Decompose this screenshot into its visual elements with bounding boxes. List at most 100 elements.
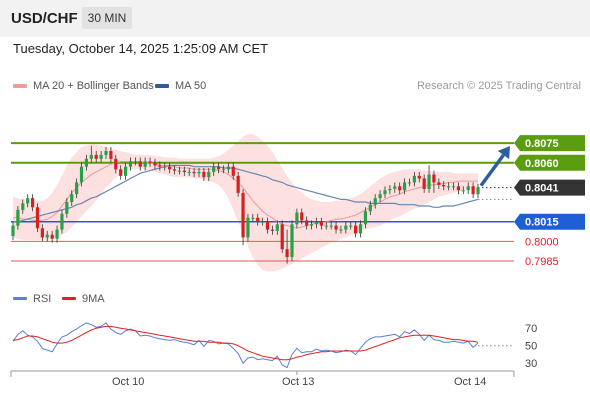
candle-body	[172, 169, 177, 171]
candle-body	[70, 194, 74, 203]
candle-body	[133, 161, 137, 163]
candle-body	[261, 221, 265, 223]
candle-body	[109, 150, 113, 159]
candle-body	[358, 224, 363, 234]
candle-body	[119, 169, 123, 176]
candle-body	[368, 204, 372, 212]
candle-body	[207, 171, 211, 178]
legend-label-rsi: RSI	[33, 293, 52, 305]
candle-body	[231, 166, 235, 176]
ma20-line	[13, 161, 478, 229]
ma50-line	[13, 164, 479, 223]
legend-swatch-ma20	[13, 84, 27, 88]
candle-body	[21, 203, 25, 210]
timestamp: Tuesday, October 14, 2025 1:25:09 AM CET	[13, 41, 269, 56]
candle-body	[143, 161, 147, 167]
candle-body	[35, 207, 40, 229]
candle-body	[471, 186, 475, 195]
candle-body	[226, 166, 230, 170]
price-label-box	[514, 135, 585, 152]
candle-body	[168, 166, 172, 170]
candle-body	[466, 186, 470, 191]
candle-body	[123, 166, 128, 176]
candle-body	[89, 154, 93, 159]
candle-body	[456, 186, 461, 191]
forecast-arrowhead	[497, 146, 510, 160]
candle-body	[202, 171, 206, 178]
candle-body	[388, 188, 392, 191]
price-label: 0.8060	[525, 158, 559, 170]
legend-swatch-9ma	[62, 297, 76, 300]
candle-body	[216, 166, 221, 170]
rsi-line	[12, 322, 479, 369]
rsi-9ma-line	[12, 325, 479, 361]
candle-body	[300, 212, 304, 221]
candle-body	[432, 174, 436, 183]
rsi-tick-label: 30	[525, 358, 537, 370]
candle-body	[212, 166, 216, 172]
price-label-box	[514, 154, 585, 171]
candle-body	[275, 224, 279, 231]
candle-body	[383, 190, 387, 195]
candle-body	[476, 187, 480, 195]
candle-body	[236, 175, 240, 193]
x-tick-label: Oct 14	[454, 376, 487, 388]
candle-body	[163, 166, 167, 168]
timeframe-badge[interactable]: 30 MIN	[82, 7, 132, 29]
price-label-box	[514, 213, 585, 230]
candle-body	[40, 228, 44, 238]
candle-body	[153, 162, 157, 166]
candle-body	[187, 171, 191, 173]
candle-body	[221, 169, 226, 171]
price-label: 0.8075	[525, 138, 559, 150]
header-bar: USD/CHF 30 MIN	[0, 0, 590, 37]
candle-body	[451, 186, 456, 188]
candle-body	[363, 211, 368, 225]
candle-body	[50, 234, 54, 239]
symbol-title: USD/CHF	[11, 10, 78, 27]
legend-label-ma20: MA 20 + Bollinger Bands	[33, 80, 154, 92]
candle-body	[314, 221, 319, 225]
candle-body	[114, 158, 118, 170]
candle-body	[197, 171, 201, 174]
candle-body	[11, 225, 15, 237]
candle-body	[192, 171, 196, 174]
candle-body	[138, 161, 142, 167]
candle-body	[99, 154, 103, 159]
candle-body	[251, 217, 255, 219]
candle-body	[422, 178, 426, 189]
candle-body	[84, 158, 89, 167]
price-label: 0.8015	[525, 217, 559, 229]
candle-body	[402, 182, 407, 191]
candle-body	[349, 225, 353, 227]
candle-body	[104, 150, 108, 155]
candle-body	[344, 225, 348, 230]
legend-label-9ma: 9MA	[82, 293, 105, 305]
candle-body	[329, 225, 333, 227]
candle-body	[324, 225, 328, 227]
candle-body	[437, 182, 441, 186]
candle-body	[398, 186, 402, 191]
candle-body	[442, 185, 446, 187]
candle-body	[79, 166, 84, 183]
candle-body	[417, 175, 421, 179]
candle-body	[319, 221, 323, 226]
price-label-box	[514, 179, 585, 196]
candle-body	[285, 249, 289, 258]
candle-body	[295, 212, 299, 225]
credit-text: Research © 2025 Trading Central	[416, 80, 581, 92]
candle-body	[241, 192, 245, 238]
candle-body	[412, 175, 416, 183]
forecast-arrow-shaft	[479, 153, 505, 187]
candle-body	[182, 170, 186, 172]
rsi-tick-label: 70	[525, 323, 537, 335]
candle-body	[26, 198, 30, 204]
candle-body	[373, 198, 377, 205]
x-tick-label: Oct 13	[282, 376, 315, 388]
candle-body	[60, 213, 64, 230]
candle-body	[447, 186, 451, 188]
candle-body	[290, 224, 294, 258]
candle-body	[246, 217, 250, 238]
